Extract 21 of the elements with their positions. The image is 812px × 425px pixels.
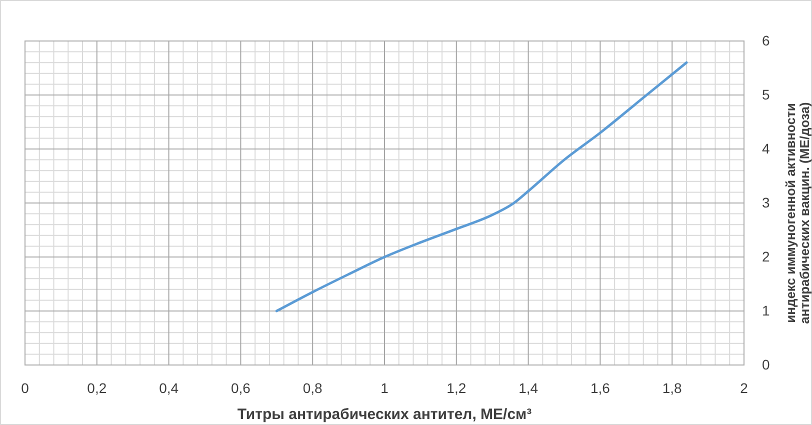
y-tick-label: 4: [762, 140, 770, 156]
x-axis-title: Титры антирабических антител, МЕ/см³: [237, 406, 532, 423]
x-tick-label: 0,8: [302, 380, 323, 396]
x-tick-label: 1: [380, 380, 389, 396]
x-tick-label: 0: [21, 380, 30, 396]
x-tick-label: 1,6: [590, 380, 610, 396]
x-tick-label: 0,4: [159, 380, 179, 396]
x-tick-label: 1,2: [446, 380, 466, 396]
x-tick-label: 0,2: [87, 380, 107, 396]
y-tick-label: 0: [762, 356, 770, 372]
y-tick-label: 6: [762, 32, 770, 48]
line-series: [275, 61, 688, 312]
y-tick-label: 2: [762, 248, 770, 264]
y-axis-title: индекс иммуногенной активности антирабических вакцин. (МЕ/доза): [783, 102, 812, 324]
y-tick-label: 3: [762, 194, 770, 210]
x-tick-label: 1,8: [662, 380, 682, 396]
x-tick-label: 0,6: [230, 380, 251, 396]
y-tick-label: 1: [762, 302, 770, 318]
x-tick-label: 2: [740, 380, 748, 396]
x-tick-label: 1,4: [518, 380, 538, 396]
y-tick-label: 5: [762, 86, 770, 102]
